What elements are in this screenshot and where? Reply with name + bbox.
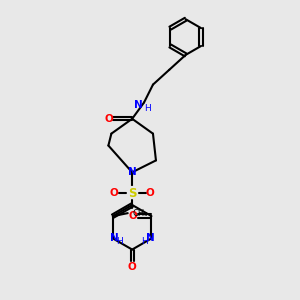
Text: O: O [104, 114, 113, 124]
Text: N: N [134, 100, 143, 110]
Text: N: N [128, 167, 136, 177]
Text: H: H [142, 238, 148, 247]
Text: N: N [146, 233, 154, 243]
Text: CH₃: CH₃ [132, 208, 148, 217]
Circle shape [126, 187, 139, 200]
Text: O: O [128, 262, 136, 272]
Text: N: N [110, 233, 119, 243]
Text: O: O [146, 188, 154, 198]
Text: S: S [128, 187, 136, 200]
Text: O: O [128, 211, 137, 221]
Text: H: H [116, 238, 123, 247]
Text: O: O [110, 188, 119, 198]
Text: H: H [144, 104, 151, 113]
